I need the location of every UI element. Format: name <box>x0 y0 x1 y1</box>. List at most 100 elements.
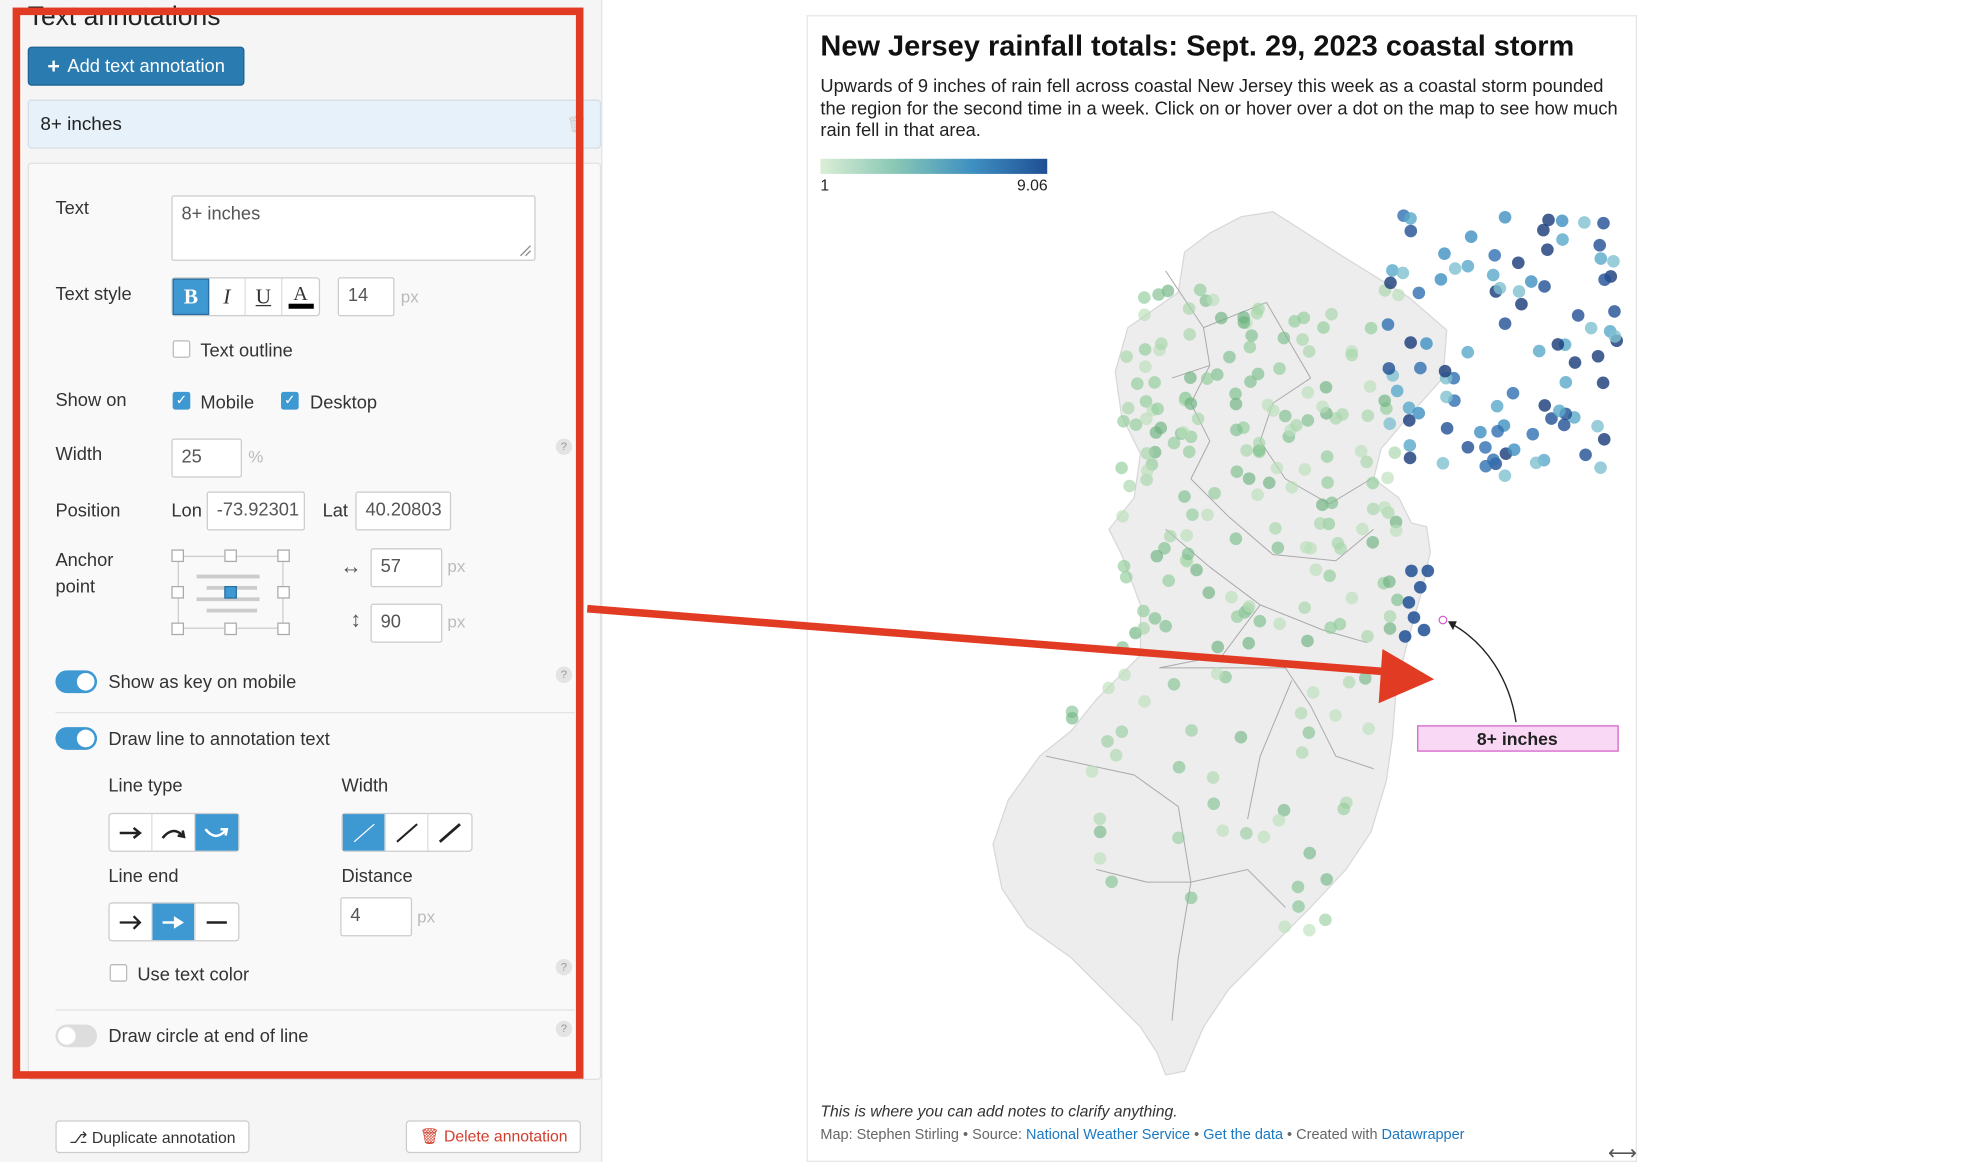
rainfall-dot[interactable] <box>1591 419 1604 433</box>
rainfall-dot[interactable] <box>1243 340 1257 354</box>
rainfall-dot[interactable] <box>1229 397 1243 411</box>
anchor-middle-right[interactable] <box>277 585 290 599</box>
get-data-link[interactable]: Get the data <box>1203 1127 1284 1144</box>
rainfall-dot[interactable] <box>1183 328 1196 341</box>
rainfall-dot[interactable] <box>1556 233 1569 246</box>
rainfall-dot[interactable] <box>1167 436 1181 450</box>
rainfall-dot[interactable] <box>1555 214 1569 228</box>
rainfall-dot[interactable] <box>1184 371 1197 384</box>
rainfall-dot[interactable] <box>1537 223 1550 237</box>
rainfall-dot[interactable] <box>1154 421 1168 435</box>
annotation-text[interactable]: 8+ inches <box>1477 729 1558 749</box>
rainfall-dot[interactable] <box>1137 622 1150 635</box>
rainfall-dot[interactable] <box>1206 293 1220 307</box>
rainfall-dot[interactable] <box>1148 612 1162 625</box>
rainfall-dot[interactable] <box>1608 305 1621 318</box>
rainfall-dot[interactable] <box>1383 417 1397 430</box>
rainfall-dot[interactable] <box>1242 599 1256 613</box>
rainfall-dot[interactable] <box>1101 735 1114 748</box>
rainfall-dot[interactable] <box>1354 444 1368 458</box>
rainfall-dot[interactable] <box>1277 803 1291 817</box>
rainfall-dot[interactable] <box>1093 825 1107 839</box>
anchor-middle-left[interactable] <box>171 585 184 599</box>
rainfall-dot[interactable] <box>1461 345 1475 359</box>
rainfall-dot[interactable] <box>1553 404 1566 418</box>
rainfall-dot[interactable] <box>1421 564 1435 578</box>
rainfall-dot[interactable] <box>1388 446 1402 459</box>
rainfall-dot[interactable] <box>1511 256 1525 270</box>
rainfall-dot[interactable] <box>1490 399 1504 413</box>
rainfall-dot[interactable] <box>1210 368 1224 381</box>
rainfall-dot[interactable] <box>1131 377 1144 391</box>
delete-annotation-button[interactable]: 🗑 Delete annotation <box>405 1120 582 1154</box>
rainfall-dot[interactable] <box>1579 448 1592 462</box>
offset-x-input[interactable]: 57 <box>370 548 443 588</box>
anchor-top-left[interactable] <box>171 549 184 563</box>
rainfall-dot[interactable] <box>1301 634 1314 648</box>
rainfall-dot[interactable] <box>1251 488 1264 502</box>
rainfall-dot[interactable] <box>1119 570 1133 584</box>
rainfall-dot[interactable] <box>1065 712 1079 725</box>
rainfall-dot[interactable] <box>1257 830 1271 844</box>
rainfall-dot[interactable] <box>1486 268 1500 282</box>
rainfall-dot[interactable] <box>1578 216 1591 229</box>
rainfall-dot[interactable] <box>1608 330 1622 343</box>
rainfall-dot[interactable] <box>1390 384 1404 398</box>
rainfall-dot[interactable] <box>1140 412 1153 426</box>
rainfall-dot[interactable] <box>1261 398 1275 412</box>
rainfall-dot[interactable] <box>1381 318 1395 331</box>
rainfall-dot[interactable] <box>1512 285 1526 298</box>
rainfall-dot[interactable] <box>1118 668 1131 682</box>
anchor-bottom-center[interactable] <box>224 622 237 636</box>
rainfall-dot[interactable] <box>1362 722 1376 735</box>
rainfall-dot[interactable] <box>1272 813 1286 827</box>
rainfall-dot[interactable] <box>1474 425 1487 439</box>
width-help-icon[interactable]: ? <box>555 438 573 455</box>
rainfall-dot[interactable] <box>1296 333 1309 346</box>
duplicate-annotation-button[interactable]: ⎇ Duplicate annotation <box>55 1120 250 1154</box>
rainfall-dot[interactable] <box>1551 338 1565 351</box>
rainfall-dot[interactable] <box>1162 574 1176 588</box>
rainfall-dot[interactable] <box>1329 709 1342 722</box>
rainfall-dot[interactable] <box>1378 394 1392 408</box>
rainfall-dot[interactable] <box>1184 397 1198 410</box>
rainfall-dot[interactable] <box>1345 348 1359 362</box>
rainfall-dot[interactable] <box>1298 463 1312 476</box>
text-color-help-icon[interactable]: ? <box>555 959 573 976</box>
rainfall-dot[interactable] <box>1117 414 1130 428</box>
rainfall-dot[interactable] <box>1378 501 1392 514</box>
rainfall-dot[interactable] <box>1559 376 1573 389</box>
rainfall-dot[interactable] <box>1507 443 1521 456</box>
rainfall-dot[interactable] <box>1337 802 1351 816</box>
rainfall-dot[interactable] <box>1137 291 1151 304</box>
rainfall-dot[interactable] <box>1358 672 1372 685</box>
text-textarea[interactable]: 8+ inches <box>171 195 536 261</box>
rainfall-dot[interactable] <box>1201 508 1214 522</box>
rainfall-dot[interactable] <box>1137 604 1150 618</box>
rainfall-dot[interactable] <box>1301 386 1315 399</box>
rainfall-dot[interactable] <box>1440 422 1454 435</box>
offset-y-input[interactable]: 90 <box>370 603 443 643</box>
rainfall-dot[interactable] <box>1407 611 1421 624</box>
rainfall-dot[interactable] <box>1186 508 1199 521</box>
rainfall-dot[interactable] <box>1545 412 1558 425</box>
rainfall-dot[interactable] <box>1178 490 1191 503</box>
nj-map[interactable]: 8+ inches <box>807 189 1639 1096</box>
rainfall-dot[interactable] <box>1391 593 1404 607</box>
rainfall-dot[interactable] <box>1295 746 1309 759</box>
show-as-key-toggle[interactable] <box>55 670 98 694</box>
rainfall-dot[interactable] <box>1356 522 1369 536</box>
rainfall-dot[interactable] <box>1208 486 1221 500</box>
rainfall-dot[interactable] <box>1402 596 1416 609</box>
rainfall-dot[interactable] <box>1383 575 1396 589</box>
rainfall-dot[interactable] <box>1140 473 1153 487</box>
rainfall-dot[interactable] <box>1479 459 1493 473</box>
rainfall-dot[interactable] <box>1253 614 1267 628</box>
draw-circle-help-icon[interactable]: ? <box>555 1020 573 1038</box>
rainfall-dot[interactable] <box>1598 273 1611 286</box>
rainfall-dot[interactable] <box>1140 464 1154 477</box>
rainfall-dot[interactable] <box>1184 891 1198 905</box>
rainfall-dot[interactable] <box>1320 873 1334 886</box>
rainfall-dot[interactable] <box>1129 418 1143 431</box>
rainfall-dot[interactable] <box>1180 529 1194 542</box>
